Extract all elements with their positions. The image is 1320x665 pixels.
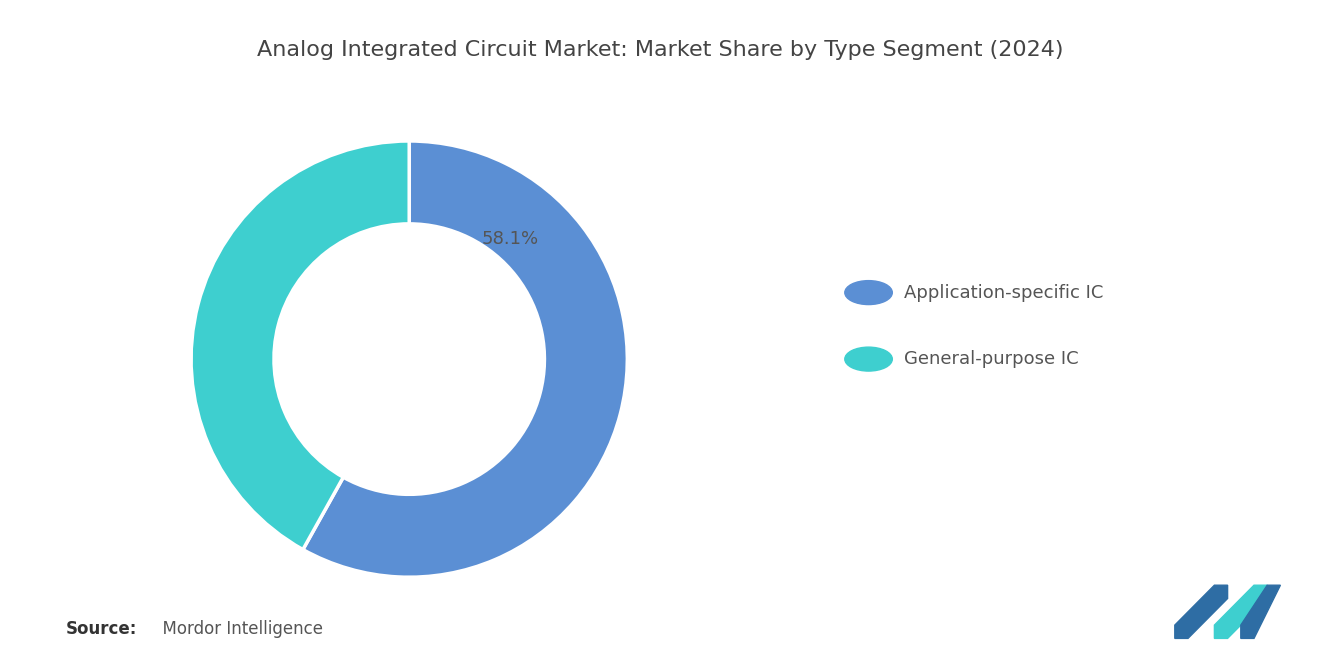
Polygon shape [1241, 585, 1280, 638]
Text: Source:: Source: [66, 620, 137, 638]
Text: 58.1%: 58.1% [482, 230, 539, 248]
Wedge shape [302, 141, 627, 577]
Text: Application-specific IC: Application-specific IC [904, 283, 1104, 302]
Text: Analog Integrated Circuit Market: Market Share by Type Segment (2024): Analog Integrated Circuit Market: Market… [257, 40, 1063, 60]
Text: Mordor Intelligence: Mordor Intelligence [152, 620, 323, 638]
Polygon shape [1175, 585, 1228, 638]
Wedge shape [191, 141, 409, 549]
Text: General-purpose IC: General-purpose IC [904, 350, 1078, 368]
Polygon shape [1214, 585, 1267, 638]
